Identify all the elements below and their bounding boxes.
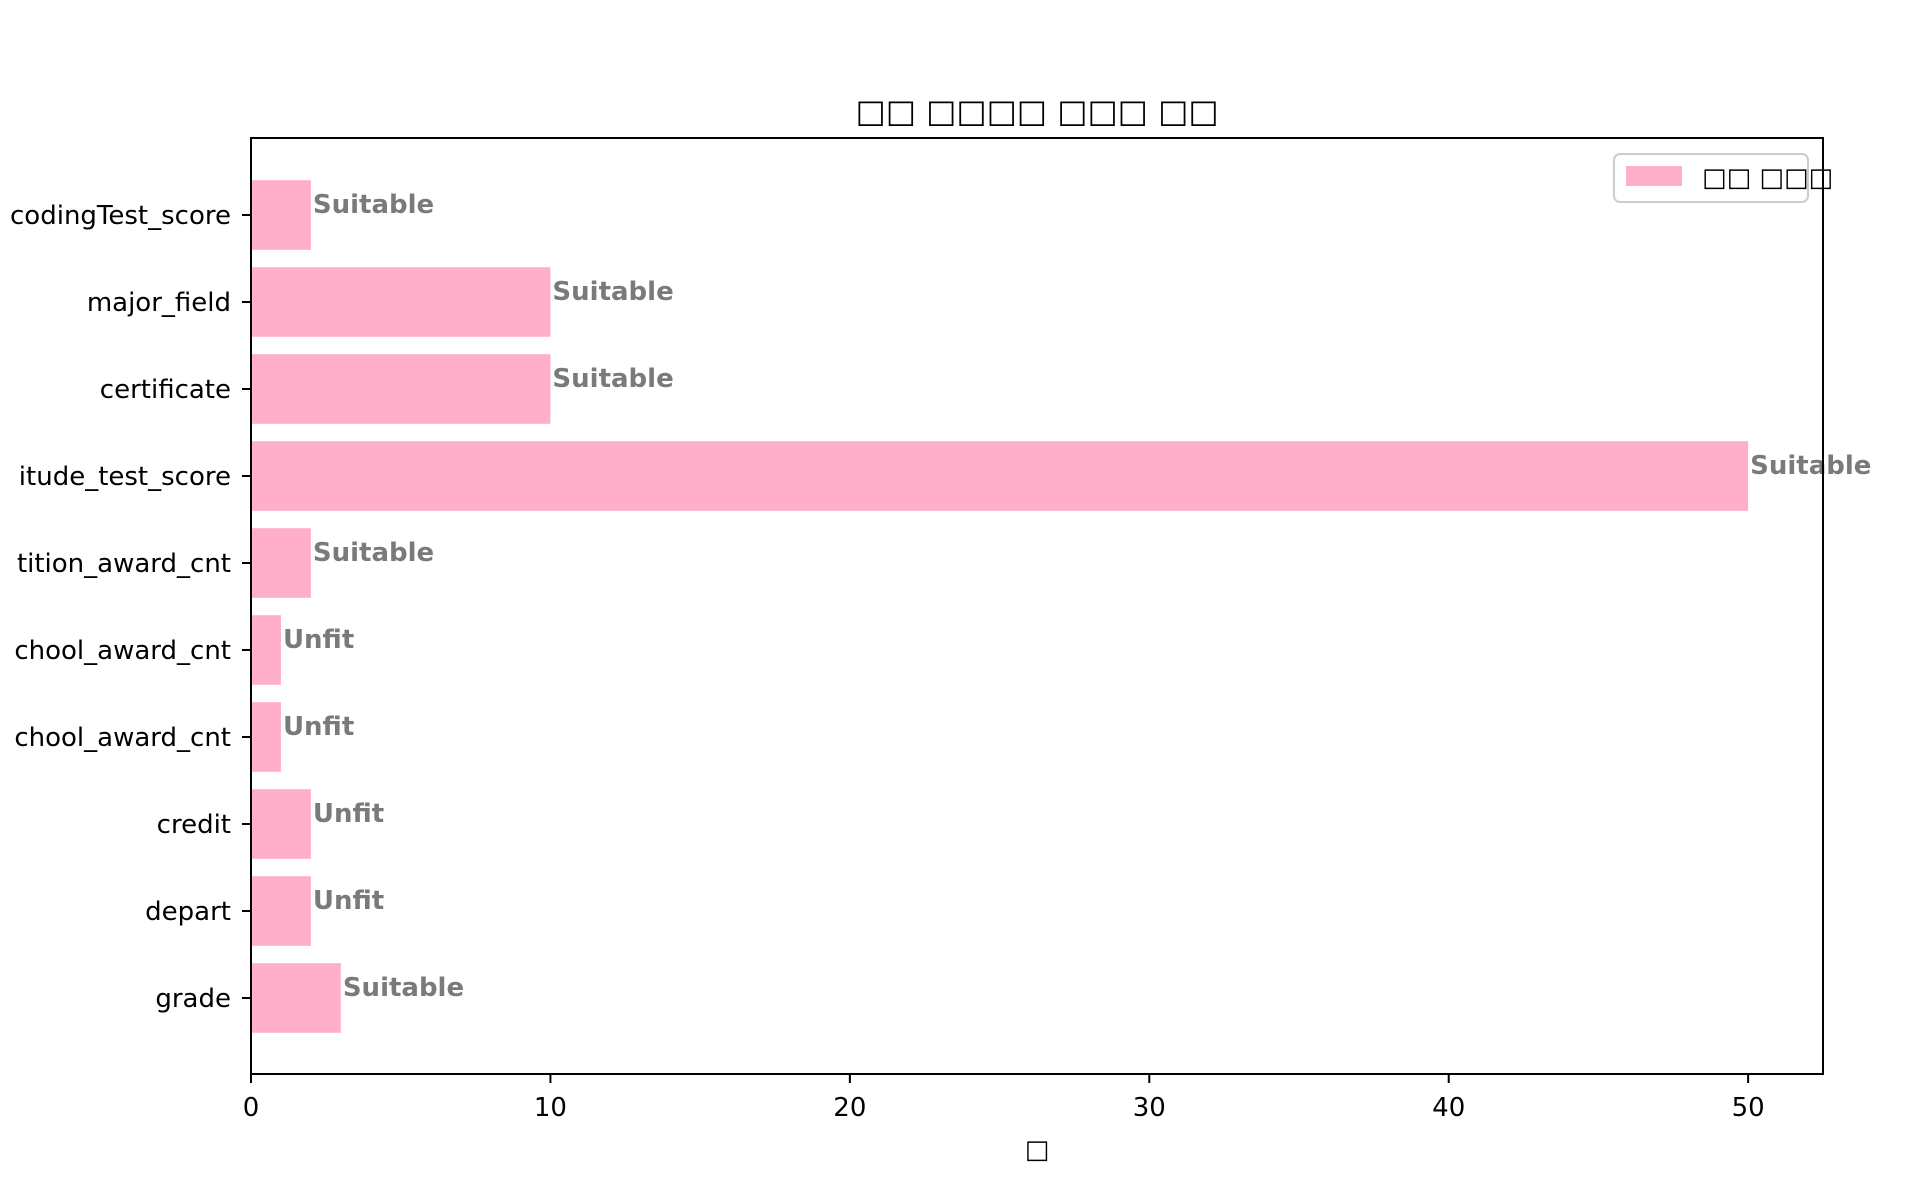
x-axis-label: □	[1025, 1135, 1050, 1165]
data-label-5: Unfit	[283, 625, 354, 655]
data-label-4: Suitable	[313, 538, 434, 568]
y-tick-label-5: chool_award_cnt	[14, 636, 231, 666]
y-tick-label-4: tition_award_cnt	[17, 549, 231, 579]
bar-5	[251, 615, 281, 685]
data-label-3: Suitable	[1750, 451, 1871, 481]
data-label-2: Suitable	[552, 364, 673, 394]
x-tick-label-0: 0	[243, 1093, 260, 1123]
data-label-0: Suitable	[313, 190, 434, 220]
y-tick-label-2: certificate	[100, 375, 231, 405]
bar-2	[251, 354, 551, 424]
x-tick-label-4: 40	[1432, 1093, 1465, 1123]
data-label-6: Unfit	[283, 712, 354, 742]
y-tick-label-3: itude_test_score	[19, 462, 231, 492]
data-label-9: Suitable	[343, 973, 464, 1003]
data-label-8: Unfit	[313, 886, 384, 916]
y-axis: codingTest_score major_field certificate it…	[10, 201, 251, 1014]
bars-layer	[251, 180, 1749, 1033]
bar-1	[251, 267, 551, 337]
legend: □□ □□□	[1613, 153, 1833, 203]
data-labels-layer: Suitable Suitable Suitable Suitable Suitable…	[283, 190, 1871, 1003]
x-tick-label-2: 20	[833, 1093, 866, 1123]
legend-swatch	[1626, 166, 1682, 186]
y-tick-label-9: grade	[155, 984, 231, 1014]
bar-6	[251, 702, 281, 772]
x-tick-label-5: 50	[1732, 1093, 1765, 1123]
bar-9	[251, 963, 341, 1033]
y-tick-label-6: chool_award_cnt	[14, 723, 231, 753]
bar-4	[251, 528, 311, 598]
legend-label: □□ □□□	[1702, 163, 1833, 193]
bar-8	[251, 876, 311, 946]
x-tick-label-1: 10	[534, 1093, 567, 1123]
x-tick-label-3: 30	[1133, 1093, 1166, 1123]
data-label-1: Suitable	[552, 277, 673, 307]
y-tick-label-1: major_field	[87, 288, 231, 318]
bar-7	[251, 789, 311, 859]
y-tick-label-0: codingTest_score	[10, 201, 231, 231]
plot-frame	[250, 137, 1824, 1075]
x-axis: 0 10 20 30 40 50	[243, 1074, 1765, 1123]
y-tick-label-8: depart	[145, 897, 231, 927]
data-label-7: Unfit	[313, 799, 384, 829]
bar-0	[251, 180, 311, 250]
chart-title: □□ □□□□ □□□ □□	[855, 92, 1218, 130]
y-tick-label-7: credit	[157, 810, 231, 840]
bar-3	[251, 441, 1749, 511]
